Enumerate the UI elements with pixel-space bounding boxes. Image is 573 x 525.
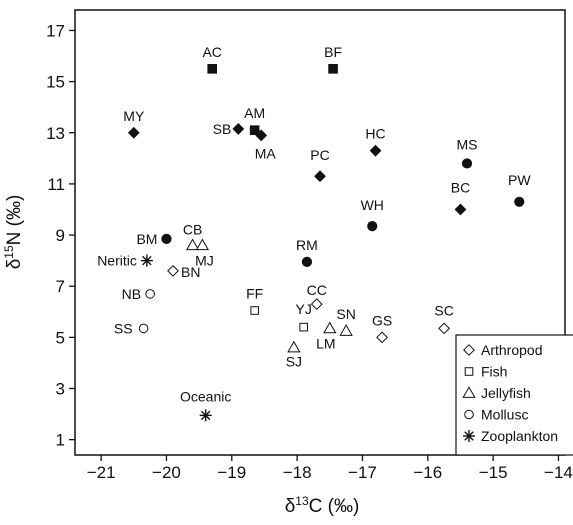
legend-marker-zooplankton: [463, 430, 475, 442]
x-tick-label: −14: [544, 463, 573, 482]
point-pw: [514, 196, 525, 207]
point-label-ss: SS: [114, 320, 133, 336]
x-tick-label: −15: [479, 463, 508, 482]
point-nb: [145, 289, 155, 299]
x-axis-title-superscript: 13: [295, 494, 309, 508]
point-label-sb: SB: [213, 121, 232, 137]
y-tick-label: 3: [56, 380, 65, 399]
legend-marker-jellyfish: [462, 386, 476, 398]
point-mj: [195, 238, 210, 251]
point-label-sj: SJ: [286, 354, 302, 370]
legend-label-zooplankton: Zooplankton: [481, 428, 558, 444]
x-axis-title: δ13C (‰): [285, 494, 360, 517]
point-label-bn: BN: [181, 264, 200, 280]
legend-marker-fish: [464, 367, 474, 376]
point-label-hc: HC: [365, 126, 385, 142]
point-label-ac: AC: [202, 44, 221, 60]
legend-marker-mollusc: [464, 409, 474, 420]
point-label-am: AM: [244, 105, 265, 121]
point-label-sc: SC: [434, 302, 453, 318]
point-yj: [299, 322, 308, 332]
y-tick-label: 7: [56, 277, 65, 296]
point-label-ma: MA: [255, 145, 277, 161]
point-label-yj: YJ: [295, 301, 311, 317]
point-ac: [207, 64, 217, 74]
point-label-wh: WH: [361, 197, 384, 213]
point-ms: [461, 158, 473, 169]
point-sn: [339, 324, 353, 336]
legend-label-fish: Fish: [481, 364, 507, 380]
point-label-pc: PC: [310, 147, 329, 163]
point-ss: [138, 323, 149, 334]
x-tick-label: −18: [283, 463, 312, 482]
point-label-ff: FF: [246, 286, 263, 302]
point-label-gs: GS: [372, 312, 392, 328]
y-tick-label: 17: [46, 21, 65, 40]
y-tick-label: 1: [56, 431, 65, 450]
point-sj: [287, 340, 301, 353]
point-cb: [185, 238, 200, 251]
legend-marker-arthropod: [463, 344, 475, 356]
point-label-cb: CB: [183, 221, 202, 237]
point-label-sn: SN: [336, 306, 355, 322]
y-axis-title-superscript: 15: [2, 245, 16, 259]
point-label-bc: BC: [451, 179, 470, 195]
point-bf: [328, 64, 338, 74]
legend: Arthropod Fish Jellyfish Mollusc Zooplankton: [455, 334, 573, 456]
point-label-ms: MS: [457, 136, 478, 152]
x-tick-label: −21: [87, 463, 116, 482]
legend-label-mollusc: Mollusc: [481, 407, 528, 423]
y-tick-label: 15: [46, 73, 65, 92]
y-tick-label: 13: [46, 124, 65, 143]
x-tick-label: −19: [217, 463, 246, 482]
point-sb: [232, 123, 245, 135]
point-wh: [367, 221, 378, 232]
point-oceanic: [199, 409, 212, 422]
x-tick-label: −20: [152, 463, 181, 482]
point-pc: [314, 170, 326, 183]
point-bn: [167, 264, 179, 277]
point-bm: [161, 233, 172, 244]
point-hc: [369, 144, 382, 157]
point-neritic: [140, 254, 153, 267]
x-tick-label: −17: [348, 463, 377, 482]
point-label-lm: LM: [316, 335, 335, 351]
point-label-nb: NB: [122, 286, 141, 302]
point-my: [127, 126, 140, 139]
plot-frame: [74, 9, 566, 456]
point-label-mj: MJ: [195, 252, 214, 268]
point-sc: [438, 322, 451, 335]
point-bc: [454, 203, 467, 216]
point-label-bm: BM: [136, 231, 157, 247]
y-axis-title: δ15N (‰): [2, 195, 25, 270]
point-label-bf: BF: [324, 44, 342, 60]
point-label-oceanic: Oceanic: [180, 388, 231, 404]
point-am: [249, 125, 260, 136]
point-label-my: MY: [123, 108, 145, 124]
point-ff: [250, 306, 259, 315]
point-cc: [310, 298, 323, 311]
point-label-rm: RM: [296, 237, 318, 253]
y-tick-label: 9: [56, 226, 65, 245]
point-lm: [323, 321, 337, 334]
point-label-cc: CC: [307, 282, 327, 298]
y-tick-label: 5: [56, 328, 65, 347]
point-label-pw: PW: [508, 172, 531, 188]
point-rm: [301, 256, 313, 268]
y-tick-label: 11: [47, 175, 65, 194]
point-label-neritic: Neritic: [97, 253, 137, 269]
legend-box: [455, 334, 573, 456]
legend-label-jellyfish: Jellyfish: [481, 385, 531, 401]
legend-label-arthropod: Arthropod: [481, 342, 542, 358]
point-gs: [376, 331, 388, 344]
x-tick-label: −16: [413, 463, 442, 482]
